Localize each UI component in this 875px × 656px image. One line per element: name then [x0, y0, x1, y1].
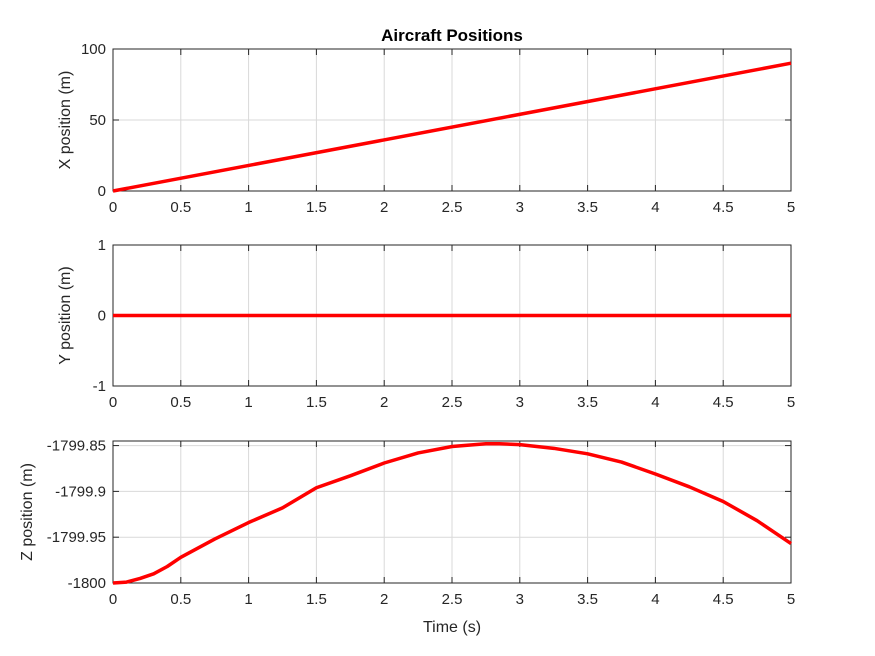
y-tick-label: 100 [81, 41, 106, 58]
x-tick-label: 3 [516, 394, 524, 411]
y-tick-label: -1799.85 [47, 438, 106, 455]
x-tick-label: 0.5 [170, 394, 191, 411]
x-tick-label: 5 [787, 394, 795, 411]
x-axis-label: Time (s) [423, 619, 481, 636]
y-tick-label: 0 [98, 183, 106, 200]
figure-title: Aircraft Positions [381, 26, 523, 45]
x-tick-label: 3.5 [577, 591, 598, 608]
y-tick-label: -1799.95 [47, 529, 106, 546]
x-tick-label: 1.5 [306, 591, 327, 608]
x-tick-label: 1 [244, 394, 252, 411]
x-tick-label: 4 [651, 199, 659, 216]
x-tick-label: 5 [787, 591, 795, 608]
x-tick-label: 0.5 [170, 199, 191, 216]
x-tick-label: 0.5 [170, 591, 191, 608]
x-tick-label: 5 [787, 199, 795, 216]
y-tick-label: 50 [89, 112, 106, 129]
y-tick-label: -1799.9 [55, 483, 106, 500]
y-tick-label: -1800 [68, 575, 106, 592]
x-tick-label: 0 [109, 199, 117, 216]
x-tick-label: 2 [380, 591, 388, 608]
y-tick-label: -1 [93, 378, 106, 395]
x-tick-label: 3 [516, 591, 524, 608]
x-tick-label: 2 [380, 394, 388, 411]
subplot-3: 0 0.5 1 1.5 2 2.5 3 3.5 4 4.5 5 -1800 -1799.95 -1799.… [19, 438, 795, 636]
x-tick-label: 4.5 [713, 199, 734, 216]
x-tick-label: 3.5 [577, 199, 598, 216]
y-axis-label: X position (m) [57, 71, 74, 170]
x-tick-label: 4 [651, 394, 659, 411]
x-tick-label: 2.5 [442, 591, 463, 608]
x-tick-label: 4.5 [713, 394, 734, 411]
x-tick-label: 0 [109, 591, 117, 608]
y-tick-label: 0 [98, 308, 106, 325]
x-tick-label: 1 [244, 199, 252, 216]
x-tick-label: 2.5 [442, 199, 463, 216]
x-tick-label: 2.5 [442, 394, 463, 411]
x-tick-label: 3 [516, 199, 524, 216]
x-tick-label: 3.5 [577, 394, 598, 411]
x-tick-label: 1 [244, 591, 252, 608]
series-line [112, 61, 792, 193]
x-tick-label: 0 [109, 394, 117, 411]
series-line [112, 442, 792, 585]
y-tick-label: 1 [98, 237, 106, 254]
x-tick-label: 2 [380, 199, 388, 216]
x-tick-label: 1.5 [306, 394, 327, 411]
x-tick-label: 1.5 [306, 199, 327, 216]
y-axis-label: Z position (m) [19, 463, 36, 561]
x-tick-label: 4.5 [713, 591, 734, 608]
x-tick-label: 4 [651, 591, 659, 608]
y-axis-label: Y position (m) [57, 266, 74, 364]
